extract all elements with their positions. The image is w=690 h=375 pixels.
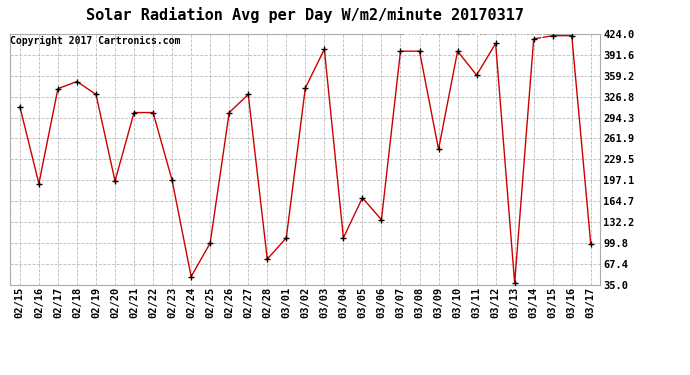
Text: Copyright 2017 Cartronics.com: Copyright 2017 Cartronics.com: [10, 36, 181, 46]
Title: Solar Radiation Avg per Day W/m2/minute 20170317: Solar Radiation Avg per Day W/m2/minute …: [86, 6, 524, 22]
